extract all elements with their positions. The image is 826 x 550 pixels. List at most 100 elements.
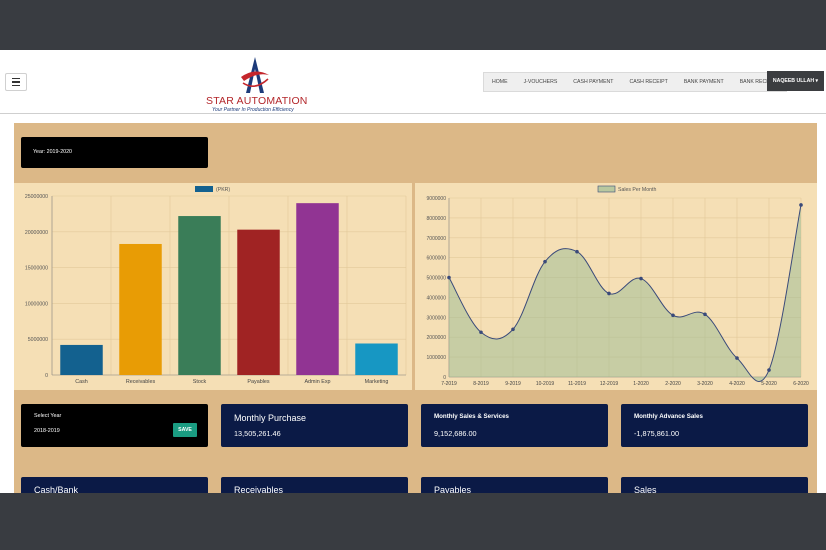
y-tick-label: 25000000 <box>25 194 48 200</box>
select-year-label: Select Year <box>34 413 62 419</box>
monthly-purchase-card: Monthly Purchase 13,505,261.46 <box>221 404 408 447</box>
receivables-card[interactable]: Receivables <box>221 477 408 493</box>
y-tick-label: 4000000 <box>427 295 447 301</box>
sales-card[interactable]: Sales <box>621 477 808 493</box>
y-tick-label: 15000000 <box>25 266 48 272</box>
bar-receivables <box>119 243 162 375</box>
select-year-card: Select Year 2018-2019 SAVE <box>21 404 208 447</box>
cash-bank-title: Cash/Bank <box>34 485 79 493</box>
x-tick-label: Stock <box>193 379 207 385</box>
x-tick-label: Payables <box>247 379 269 385</box>
x-tick-label: 11-2019 <box>568 381 586 387</box>
expense-bar-chart: 0 5000000 10000000 15000000 20000000 25000000… <box>14 183 412 390</box>
x-tick-label: 4-2020 <box>729 381 745 387</box>
year-banner: Year: 2019-2020 <box>21 137 208 168</box>
sales-title: Sales <box>634 485 657 493</box>
sales-area-fill <box>449 204 801 382</box>
cash-bank-card[interactable]: Cash/Bank <box>21 477 208 493</box>
app-frame: STAR AUTOMATION Your Partner In Producti… <box>0 50 826 493</box>
sales-point-9-2019 <box>511 327 515 332</box>
hamburger-menu-icon[interactable] <box>5 73 27 91</box>
monthly-advance-value: -1,875,861.00 <box>634 429 680 438</box>
sales-series-line <box>448 204 802 382</box>
bar-marketing <box>355 343 398 375</box>
y-tick-label: 8000000 <box>427 216 447 222</box>
monthly-purchase-title: Monthly Purchase <box>234 413 307 423</box>
dashboard-content: Year: 2019-2020 0 5000000 10000000 15000000… <box>14 123 817 493</box>
nav-j-vouchers[interactable]: J-VOUCHERS <box>523 79 558 85</box>
y-tick-label: 6000000 <box>427 256 447 262</box>
nav-bank-payment[interactable]: BANK PAYMENT <box>683 79 724 85</box>
top-navbar: STAR AUTOMATION Your Partner In Producti… <box>0 50 826 114</box>
legend-label: (PKR) <box>216 187 230 193</box>
payables-title: Payables <box>434 485 472 493</box>
x-tick-label: 3-2020 <box>697 381 713 387</box>
monthly-sales-title: Monthly Sales & Services <box>434 413 509 420</box>
nav-menu: HOME J-VOUCHERS CASH PAYMENT CASH RECEIP… <box>483 72 787 92</box>
logo-title: STAR AUTOMATION <box>206 95 308 107</box>
save-button[interactable]: SAVE <box>173 423 197 437</box>
sales-point-12-2019 <box>607 291 611 296</box>
sales-point-10-2019 <box>543 259 547 264</box>
nav-cash-receipt[interactable]: CASH RECEIPT <box>629 79 668 85</box>
sales-point-8-2019 <box>479 330 483 335</box>
x-tick-label: 1-2020 <box>633 381 649 387</box>
sales-point-4-2020 <box>735 356 739 360</box>
y-tick-label: 5000000 <box>28 337 48 343</box>
user-menu-button[interactable]: NAQEEB ULLAH ▾ <box>767 71 824 91</box>
x-tick-label: Cash <box>75 379 88 385</box>
sales-point-1-2020 <box>639 276 643 281</box>
sales-point-7-2019 <box>447 275 451 280</box>
x-tick-label: 7-2019 <box>441 381 457 387</box>
receivables-title: Receivables <box>234 485 284 493</box>
select-year-dropdown[interactable]: 2018-2019 <box>34 428 60 434</box>
user-name: NAQEEB ULLAH <box>772 78 815 84</box>
x-tick-label: 8-2019 <box>473 381 489 387</box>
y-tick-label: 3000000 <box>427 315 447 321</box>
monthly-sales-card: Monthly Sales & Services 9,152,686.00 <box>421 404 608 447</box>
legend-swatch <box>195 186 213 192</box>
x-tick-label: 6-2020 <box>793 381 809 387</box>
nav-cash-payment[interactable]: CASH PAYMENT <box>573 79 614 85</box>
x-tick-label: 12-2019 <box>600 381 619 387</box>
nav-home[interactable]: HOME <box>492 79 508 85</box>
y-tick-label: 0 <box>45 373 48 379</box>
company-logo[interactable]: STAR AUTOMATION Your Partner In Producti… <box>200 55 310 113</box>
y-tick-label: 1000000 <box>427 355 447 361</box>
logo-tagline: Your Partner In Production Efficiency <box>212 107 294 113</box>
legend-label: Sales Per Month <box>618 187 656 193</box>
y-tick-label: 10000000 <box>25 301 48 307</box>
x-tick-label: Receivables <box>126 379 156 385</box>
legend-swatch <box>597 185 616 193</box>
x-tick-label: Admin Exp <box>304 379 330 385</box>
monthly-advance-title: Monthly Advance Sales <box>634 413 703 420</box>
x-tick-label: Marketing <box>365 379 389 385</box>
x-tick-label: 9-2019 <box>505 381 521 387</box>
bar-chart-svg: 0 5000000 10000000 15000000 20000000 25000000… <box>25 186 407 385</box>
y-tick-label: 9000000 <box>427 196 447 202</box>
caret-down-icon: ▾ <box>815 78 819 84</box>
nav-bank-receipt[interactable]: BANK RECEIPT <box>739 79 778 85</box>
sales-point-6-2020 <box>799 203 803 207</box>
y-tick-label: 2000000 <box>427 335 447 341</box>
sales-area-chart: 0 1000000 2000000 3000000 4000000 5000000 6000… <box>415 183 817 390</box>
y-tick-label: 5000000 <box>427 276 447 282</box>
monthly-purchase-value: 13,505,261.46 <box>234 429 281 438</box>
bar-payables <box>237 229 280 375</box>
star-automation-logo-icon <box>241 57 269 93</box>
monthly-advance-card: Monthly Advance Sales -1,875,861.00 <box>621 404 808 447</box>
bar-admin-exp <box>296 203 339 375</box>
bar-cash <box>60 344 103 375</box>
monthly-sales-value: 9,152,686.00 <box>434 429 477 438</box>
x-tick-label: 5-2020 <box>761 381 777 387</box>
area-chart-svg: 0 1000000 2000000 3000000 4000000 5000000 6000… <box>427 185 809 387</box>
sales-point-11-2019 <box>575 249 579 254</box>
y-tick-label: 0 <box>443 375 446 381</box>
y-tick-label: 7000000 <box>427 236 447 242</box>
sales-point-2-2020 <box>671 313 675 318</box>
payables-card[interactable]: Payables <box>421 477 608 493</box>
x-tick-label: 2-2020 <box>665 381 681 387</box>
sales-point-3-2020 <box>703 312 707 317</box>
y-tick-label: 20000000 <box>25 230 48 236</box>
bar-stock <box>178 216 221 375</box>
